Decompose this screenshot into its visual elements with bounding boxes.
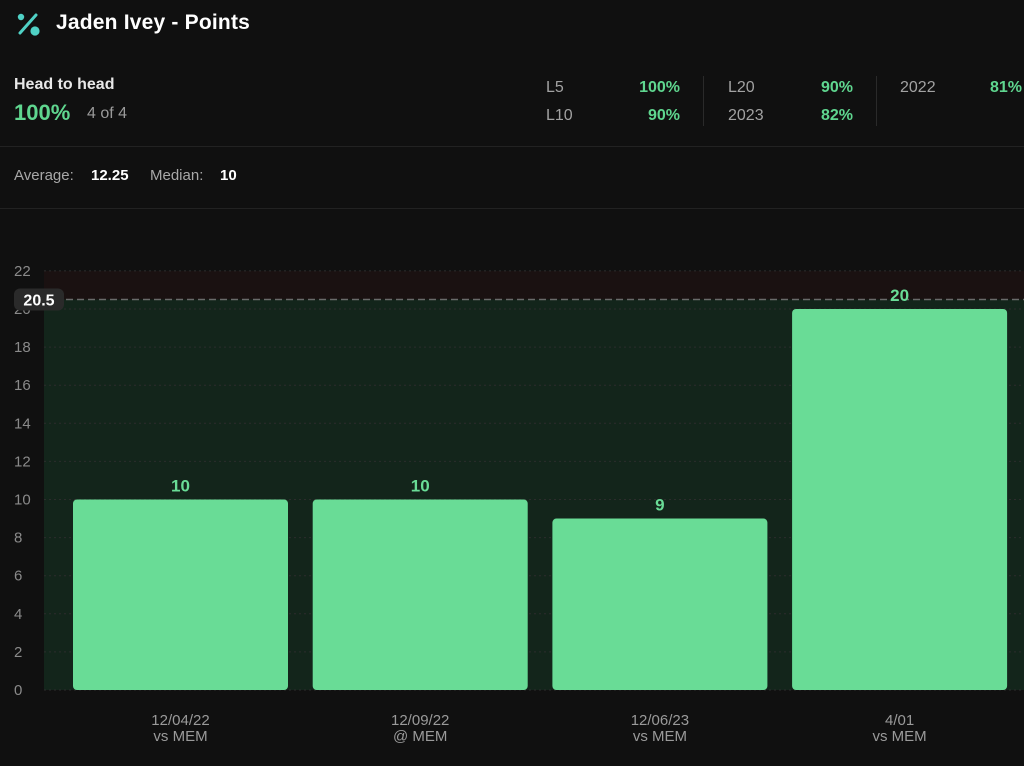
stat-2023-value: 82% — [820, 107, 853, 124]
header: Jaden Ivey - Points — [0, 0, 1024, 50]
stat-l10-value: 90% — [647, 107, 680, 124]
bar — [73, 499, 288, 690]
x-tick-label: 12/04/22 — [151, 712, 209, 729]
stats-divider — [876, 76, 877, 126]
head-to-head-percent: 100% — [14, 100, 71, 125]
stat-2022-value: 81% — [989, 79, 1022, 96]
y-tick-label: 2 — [14, 644, 22, 661]
bar — [312, 499, 528, 690]
bar — [552, 518, 768, 690]
x-tick-sublabel: vs MEM — [153, 728, 207, 745]
bar-value-label: 10 — [411, 477, 430, 496]
stat-2023-label: 2023 — [728, 107, 764, 124]
x-tick-sublabel: @ MEM — [393, 728, 447, 745]
bar — [792, 309, 1008, 690]
over-zone — [44, 270, 1024, 300]
head-to-head-label: Head to head — [14, 76, 115, 93]
y-tick-label: 12 — [14, 453, 31, 470]
stat-l20-label: L20 — [728, 79, 755, 96]
threshold-label: 20.5 — [23, 292, 54, 309]
y-tick-label: 4 — [14, 606, 22, 623]
page-title: Jaden Ivey - Points — [56, 11, 251, 34]
section-divider — [0, 146, 1024, 147]
y-tick-label: 6 — [14, 568, 22, 585]
stat-l20-value: 90% — [820, 79, 853, 96]
y-tick-label: 18 — [14, 339, 31, 356]
section-divider — [0, 208, 1024, 209]
x-tick-label: 12/09/22 — [391, 712, 449, 729]
y-tick-label: 8 — [14, 530, 22, 547]
head-to-head-count: 4 of 4 — [87, 105, 128, 122]
stats-divider — [703, 76, 704, 126]
percent-icon — [17, 13, 40, 36]
average-label: Average: — [14, 167, 74, 184]
average-value: 12.25 — [91, 167, 129, 184]
y-tick-label: 0 — [14, 682, 22, 699]
median-value: 10 — [220, 167, 237, 184]
y-tick-label: 10 — [14, 492, 31, 509]
bar-value-label: 10 — [171, 477, 190, 496]
stat-l5-label: L5 — [546, 79, 564, 96]
stat-2022-label: 2022 — [900, 79, 936, 96]
stat-l5-value: 100% — [639, 79, 680, 96]
bar-value-label: 9 — [655, 496, 664, 515]
stat-l10-label: L10 — [546, 107, 573, 124]
bar-value-label: 20 — [890, 286, 909, 305]
y-tick-label: 14 — [14, 415, 31, 432]
threshold-badge — [14, 288, 64, 311]
x-tick-sublabel: vs MEM — [873, 728, 927, 745]
y-tick-label: 16 — [14, 377, 31, 394]
x-tick-sublabel: vs MEM — [633, 728, 687, 745]
y-tick-label: 22 — [14, 263, 31, 280]
x-tick-label: 12/06/23 — [631, 712, 689, 729]
median-label: Median: — [150, 167, 204, 184]
x-tick-label: 4/01 — [885, 712, 914, 729]
